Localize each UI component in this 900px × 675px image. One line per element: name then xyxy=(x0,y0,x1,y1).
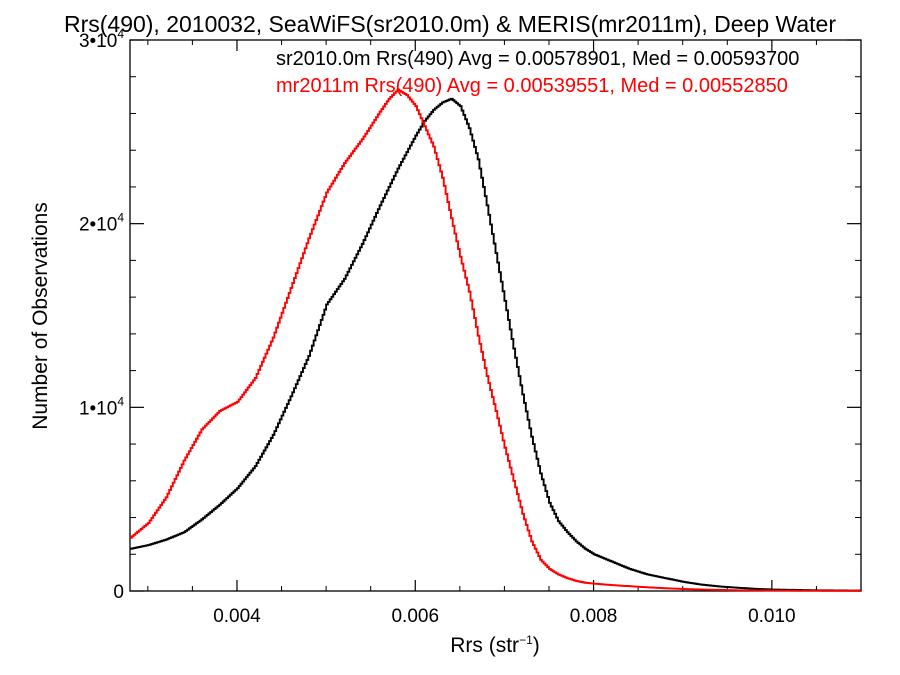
y-tick-label: 0 xyxy=(113,582,124,603)
x-axis-label: Rrs (str−1) xyxy=(450,633,540,657)
legend: sr2010.0m Rrs(490) Avg = 0.00578901, Med… xyxy=(276,48,799,97)
x-tick-label: 0.010 xyxy=(748,606,796,627)
plot-frame xyxy=(129,39,862,592)
series-line-sr2010.0m xyxy=(130,97,862,592)
legend-entry-sr2010.0m: sr2010.0m Rrs(490) Avg = 0.00578901, Med… xyxy=(276,48,799,70)
x-tick-labels: 0.004 0.006 0.008 0.010 xyxy=(213,606,795,627)
chart-title: Rrs(490), 2010032, SeaWiFS(sr2010.0m) & … xyxy=(64,11,836,37)
x-tick-label: 0.008 xyxy=(570,606,618,627)
y-tick-label: 1•104 xyxy=(79,394,124,419)
y-tick-base: 3•10 xyxy=(79,31,117,52)
series-line-mr2011m xyxy=(130,88,862,592)
y-tick-exponent: 4 xyxy=(117,27,124,41)
y-axis-label: Number of Observations xyxy=(29,202,52,430)
x-tick-label: 0.004 xyxy=(213,606,261,627)
y-tick-label: 2•104 xyxy=(79,211,124,236)
series-lines xyxy=(130,88,862,592)
y-tick-base: 1•10 xyxy=(79,398,117,419)
y-tick-label: 3•104 xyxy=(79,27,124,52)
legend-entry-mr2011m: mr2011m Rrs(490) Avg = 0.00539551, Med =… xyxy=(276,75,788,97)
y-tick-base: 2•10 xyxy=(79,215,117,236)
y-tick-base: 0 xyxy=(113,582,124,603)
tick-marks xyxy=(130,39,862,592)
x-tick-label: 0.006 xyxy=(391,606,439,627)
y-tick-exponent: 4 xyxy=(117,211,124,225)
y-tick-exponent: 4 xyxy=(117,394,124,408)
